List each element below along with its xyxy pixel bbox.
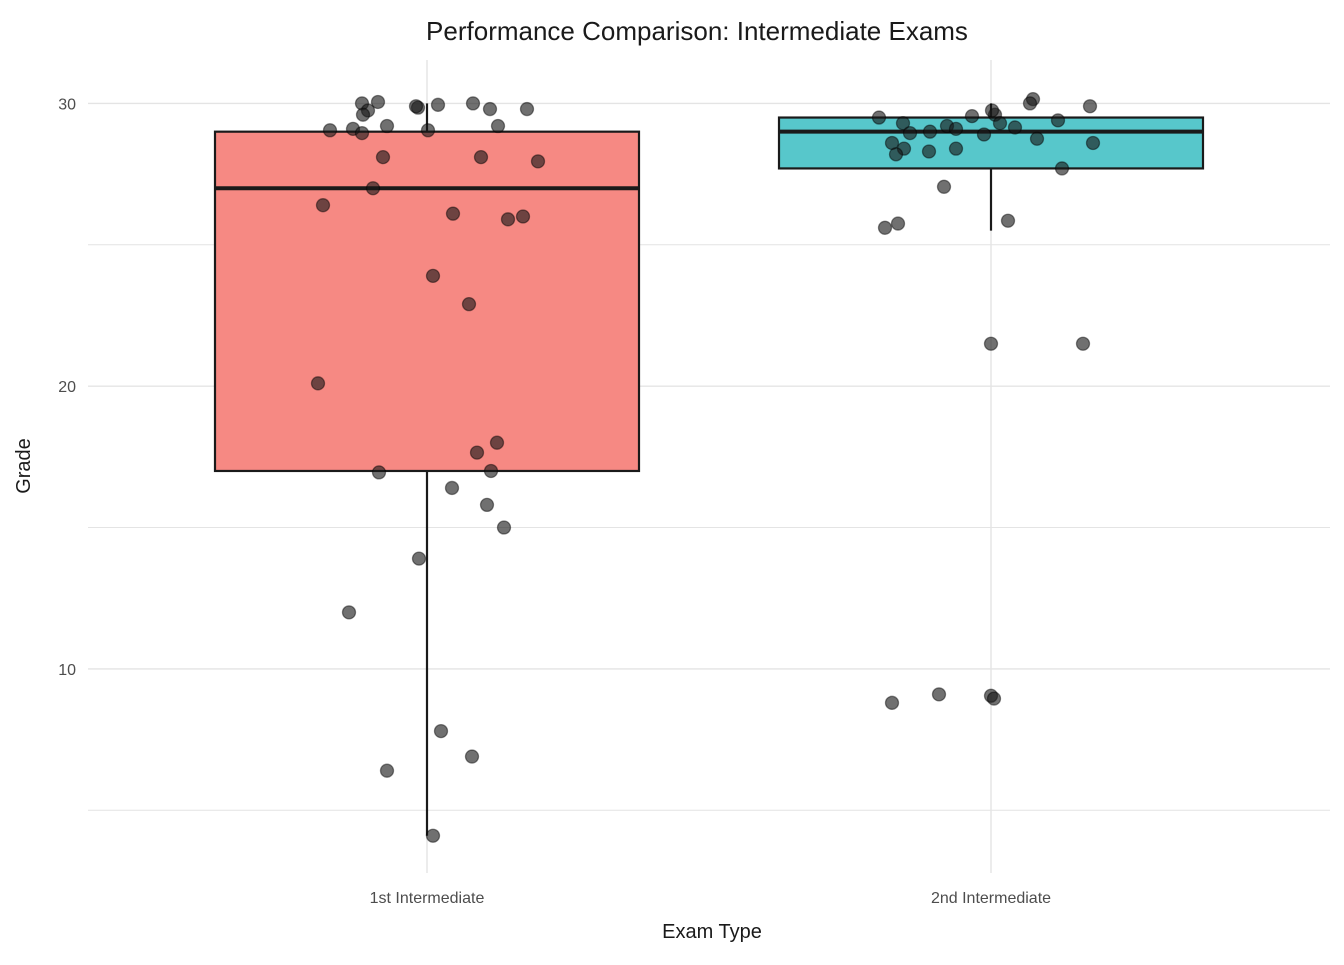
jitter-point bbox=[354, 125, 370, 141]
jitter-point bbox=[496, 520, 512, 535]
jitter-point bbox=[425, 268, 441, 284]
x-tick-label: 1st Intermediate bbox=[370, 890, 485, 907]
jitter-point bbox=[871, 110, 887, 125]
jitter-point bbox=[1075, 336, 1091, 351]
jitter-point bbox=[408, 99, 424, 114]
box bbox=[213, 130, 641, 473]
jitter-point bbox=[519, 101, 535, 117]
jitter-point bbox=[315, 198, 331, 213]
jitter-point bbox=[464, 749, 480, 764]
x-tick-labels: 1st Intermediate 2nd Intermediate bbox=[370, 890, 1052, 907]
jitter-point bbox=[922, 124, 938, 139]
jitter-point bbox=[355, 107, 371, 122]
jitter-point bbox=[425, 828, 441, 843]
jitter-point bbox=[430, 97, 446, 112]
box bbox=[777, 116, 1205, 170]
jitter-point bbox=[489, 435, 505, 450]
jitter-point bbox=[877, 220, 893, 235]
jitter-point bbox=[931, 687, 947, 702]
jitter-point bbox=[921, 144, 937, 159]
jitter-point bbox=[479, 497, 495, 513]
jitter-point bbox=[948, 141, 964, 156]
jitter-point bbox=[469, 445, 485, 460]
jitter-point bbox=[530, 154, 546, 169]
jitter-point bbox=[986, 691, 1002, 706]
jitter-point bbox=[371, 465, 387, 480]
jitter-point bbox=[500, 212, 516, 227]
chart-title: Performance Comparison: Intermediate Exa… bbox=[426, 16, 968, 46]
jitter-point bbox=[322, 123, 338, 138]
jitter-point bbox=[482, 101, 498, 117]
jitter-points bbox=[310, 92, 1101, 843]
jitter-point bbox=[465, 96, 481, 111]
jitter-point bbox=[420, 123, 436, 138]
jitter-point bbox=[375, 149, 391, 165]
jitter-point bbox=[473, 149, 489, 165]
jitter-point bbox=[992, 116, 1008, 131]
jitter-point bbox=[895, 116, 911, 131]
jitter-point bbox=[948, 121, 964, 136]
jitter-point bbox=[1082, 99, 1098, 114]
jitter-point bbox=[976, 127, 992, 142]
boxplots bbox=[213, 103, 1205, 836]
jitter-point bbox=[1007, 120, 1023, 135]
jitter-point bbox=[888, 147, 904, 162]
jitter-point bbox=[490, 118, 506, 134]
jitter-point bbox=[365, 181, 381, 196]
jitter-point bbox=[936, 179, 952, 194]
jitter-point bbox=[444, 480, 460, 496]
jitter-point bbox=[433, 723, 449, 739]
jitter-point bbox=[884, 695, 900, 710]
jitter-point bbox=[983, 336, 999, 351]
x-tick-label: 2nd Intermediate bbox=[931, 890, 1051, 907]
jitter-point bbox=[411, 551, 427, 566]
jitter-point bbox=[379, 118, 395, 134]
jitter-point bbox=[341, 605, 357, 620]
jitter-point bbox=[515, 209, 531, 224]
jitter-point bbox=[1050, 113, 1066, 128]
y-tick-label: 20 bbox=[58, 379, 76, 396]
y-axis-title: Grade bbox=[13, 438, 35, 494]
jitter-point bbox=[379, 763, 395, 778]
jitter-point bbox=[461, 297, 477, 312]
jitter-point bbox=[1085, 135, 1101, 151]
jitter-point bbox=[1054, 161, 1070, 176]
jitter-point bbox=[1029, 131, 1045, 146]
x-axis-title: Exam Type bbox=[662, 921, 762, 943]
jitter-point bbox=[370, 94, 386, 110]
y-tick-label: 30 bbox=[58, 96, 76, 113]
jitter-point bbox=[890, 216, 906, 231]
jitter-point bbox=[483, 463, 499, 479]
jitter-point bbox=[902, 125, 918, 141]
jitter-point bbox=[1000, 213, 1016, 228]
jitter-point bbox=[984, 103, 1000, 118]
y-tick-label: 10 bbox=[58, 662, 76, 679]
jitter-point bbox=[964, 108, 980, 124]
jitter-point bbox=[310, 376, 326, 391]
jitter-point bbox=[445, 206, 461, 221]
y-tick-labels: 10 20 30 bbox=[58, 96, 76, 679]
jitter-point bbox=[1022, 96, 1038, 111]
